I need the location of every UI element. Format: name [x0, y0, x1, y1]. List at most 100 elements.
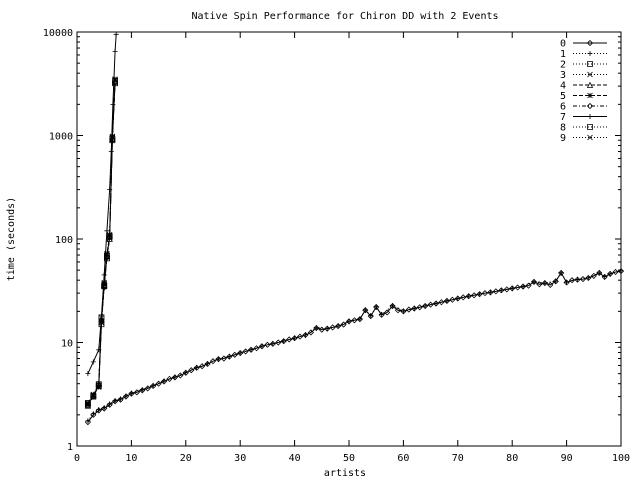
data-point [90, 392, 97, 398]
data-point [568, 277, 576, 284]
data-point [108, 149, 114, 155]
data-point [585, 275, 591, 281]
data-point [563, 279, 570, 286]
data-point [237, 350, 243, 356]
data-point [104, 254, 110, 260]
data-point [90, 359, 96, 365]
data-point [552, 278, 559, 285]
data-point [481, 290, 489, 297]
legend-marker [587, 61, 593, 67]
data-point [558, 269, 565, 277]
data-point [373, 304, 379, 310]
data-point [465, 293, 472, 300]
data-point [106, 233, 113, 240]
data-point [231, 351, 238, 358]
series-line-8 [87, 81, 116, 404]
data-point [302, 331, 309, 339]
x-tick-label: 30 [234, 453, 246, 464]
data-point [520, 283, 526, 289]
data-point [307, 329, 314, 336]
data-point [362, 307, 368, 313]
data-point [498, 287, 505, 294]
data-point [172, 374, 178, 380]
data-point [112, 76, 118, 82]
legend-marker [586, 102, 594, 110]
data-point [471, 292, 478, 299]
data-point [106, 235, 113, 241]
data-point [104, 252, 110, 259]
legend-label: 3 [560, 70, 566, 81]
data-point [378, 311, 385, 318]
data-point [530, 278, 538, 285]
legend-label: 7 [560, 112, 566, 123]
data-point [280, 338, 287, 345]
y-tick-label: 1 [67, 442, 73, 453]
data-point [85, 371, 91, 377]
data-point [373, 303, 380, 311]
data-point [248, 347, 254, 353]
x-tick-label: 10 [125, 453, 137, 464]
series-layer [84, 31, 625, 426]
data-point [574, 276, 581, 283]
data-point [128, 390, 134, 396]
data-point [438, 299, 445, 306]
legend-marker [587, 51, 593, 56]
data-point [541, 280, 548, 287]
data-point [318, 326, 325, 333]
data-point [204, 360, 211, 368]
data-point [109, 134, 116, 141]
data-point [520, 283, 527, 290]
data-point [237, 350, 244, 357]
data-point [443, 297, 450, 305]
y-tick-label: 1000 [49, 132, 73, 143]
data-point [107, 401, 113, 407]
data-point [466, 293, 472, 299]
data-point [242, 348, 249, 355]
data-point [123, 393, 129, 399]
data-point [618, 268, 624, 274]
data-point [104, 228, 110, 234]
data-point [101, 281, 107, 288]
data-point [144, 385, 151, 392]
legend-label: 0 [560, 39, 566, 50]
series-1 [85, 268, 624, 424]
data-point [574, 276, 580, 282]
x-axis: 0 10 20 30 40 50 60 70 80 90 100 [74, 32, 630, 464]
data-point [90, 393, 97, 400]
data-point [596, 269, 603, 277]
series-line-3 [87, 80, 116, 405]
data-point [98, 318, 105, 324]
data-point [155, 380, 162, 387]
data-point [487, 289, 493, 295]
data-point [351, 317, 358, 324]
data-point [118, 396, 124, 402]
data-point [324, 325, 331, 332]
legend-label: 6 [560, 102, 566, 113]
legend-marker [587, 71, 593, 78]
data-point [313, 325, 319, 331]
y-axis-label: time (seconds) [6, 197, 17, 281]
y-tick-label: 10000 [43, 28, 73, 39]
x-axis-label: artists [324, 468, 366, 479]
series-line-6 [87, 82, 116, 406]
data-point [553, 278, 559, 284]
data-point [335, 323, 341, 329]
data-point [590, 272, 597, 279]
x-tick-label: 50 [343, 453, 355, 464]
y-tick-label: 100 [55, 235, 73, 246]
data-point [324, 326, 330, 332]
data-point [433, 300, 439, 306]
legend-marker [587, 134, 593, 141]
series-line-4 [87, 81, 116, 406]
legend-label: 1 [560, 49, 566, 60]
data-point [95, 381, 102, 388]
data-point [400, 308, 406, 314]
series-7 [85, 31, 119, 377]
data-point [503, 286, 510, 293]
data-point [101, 272, 107, 278]
data-point [400, 308, 407, 315]
data-point [166, 375, 173, 382]
data-point [199, 363, 206, 370]
data-point [193, 364, 200, 371]
